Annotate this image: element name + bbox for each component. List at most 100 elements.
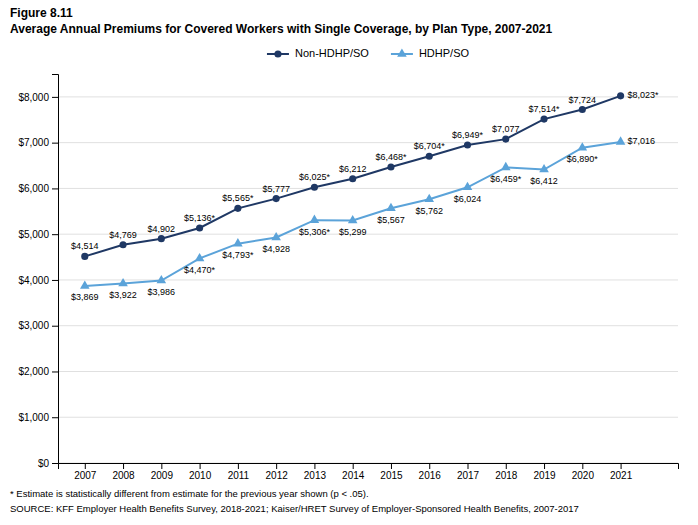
legend-marker bbox=[274, 50, 281, 57]
marker bbox=[540, 116, 547, 123]
tick-label: $0 bbox=[38, 458, 50, 469]
tick-mark bbox=[52, 97, 58, 98]
data-label: $8,023* bbox=[628, 90, 660, 100]
data-label: $4,470* bbox=[184, 265, 216, 275]
tick-mark bbox=[123, 463, 124, 469]
tick-mark bbox=[85, 463, 86, 469]
tick: 2016 bbox=[419, 463, 442, 481]
tick-label: $2,000 bbox=[18, 366, 49, 377]
tick-mark bbox=[52, 188, 58, 189]
tick-mark bbox=[353, 463, 354, 469]
grid-line bbox=[58, 325, 678, 326]
data-label: $6,890* bbox=[567, 154, 599, 164]
tick-label: $3,000 bbox=[18, 320, 49, 331]
marker bbox=[271, 232, 281, 240]
data-label: $5,567 bbox=[377, 215, 405, 225]
tick: 2015 bbox=[380, 463, 403, 481]
data-label: $6,949* bbox=[452, 130, 484, 140]
tick: $6,000 bbox=[18, 183, 58, 194]
data-label: $6,459* bbox=[490, 174, 522, 184]
tick-mark bbox=[52, 463, 58, 464]
tick: 2018 bbox=[495, 463, 518, 481]
data-label: $3,869 bbox=[71, 292, 99, 302]
tick-label: 2007 bbox=[74, 470, 97, 481]
marker bbox=[348, 215, 358, 223]
tick: 2017 bbox=[457, 463, 480, 481]
marker bbox=[196, 224, 203, 231]
marker bbox=[311, 184, 318, 191]
data-label: $6,212 bbox=[339, 164, 367, 174]
tick-label: 2012 bbox=[266, 470, 289, 481]
tick: 2007 bbox=[74, 463, 97, 481]
tick-mark bbox=[52, 280, 58, 281]
grid-line bbox=[58, 234, 678, 235]
data-label: $4,514 bbox=[71, 241, 99, 251]
legend-item: HDHP/SO bbox=[391, 47, 470, 59]
tick: $8,000 bbox=[18, 92, 58, 103]
marker bbox=[195, 253, 205, 261]
data-label: $6,468* bbox=[375, 152, 407, 162]
tick-label: 2015 bbox=[380, 470, 403, 481]
tick-label: $8,000 bbox=[18, 92, 49, 103]
data-label: $5,565* bbox=[222, 193, 254, 203]
tick-mark bbox=[429, 463, 430, 469]
marker bbox=[349, 175, 356, 182]
tick-mark bbox=[238, 463, 239, 469]
data-labels: $4,514$4,769$4,902$5,136*$5,565*$5,777$6… bbox=[71, 90, 659, 302]
marker bbox=[386, 203, 396, 211]
tick-mark bbox=[582, 463, 583, 469]
data-label: $4,902 bbox=[148, 224, 176, 234]
tick-label: 2019 bbox=[533, 470, 556, 481]
data-label: $5,136* bbox=[184, 213, 216, 223]
marker bbox=[310, 215, 320, 223]
marker bbox=[464, 141, 471, 148]
data-label: $5,777 bbox=[262, 184, 290, 194]
grid-line bbox=[58, 279, 678, 280]
tick: 2014 bbox=[342, 463, 365, 481]
grid-line bbox=[58, 371, 678, 372]
tick-label: 2010 bbox=[189, 470, 212, 481]
marker bbox=[119, 241, 126, 248]
tick-mark bbox=[621, 463, 622, 469]
tick: 2009 bbox=[151, 463, 174, 481]
marker bbox=[157, 275, 167, 283]
tick-mark bbox=[544, 463, 545, 469]
data-label: $7,016 bbox=[628, 136, 656, 146]
data-label: $7,514* bbox=[529, 104, 561, 114]
tick: $3,000 bbox=[18, 320, 58, 331]
data-label: $5,762 bbox=[415, 206, 443, 216]
tick: 2010 bbox=[189, 463, 212, 481]
line bbox=[85, 142, 621, 286]
data-label: $4,928 bbox=[262, 244, 290, 254]
marks bbox=[80, 92, 625, 288]
tick-label: $1,000 bbox=[18, 412, 49, 423]
tick-label: $7,000 bbox=[18, 137, 49, 148]
tick-label: 2021 bbox=[610, 470, 633, 481]
marker bbox=[387, 163, 394, 170]
tick-label: 2009 bbox=[151, 470, 174, 481]
tick: $1,000 bbox=[18, 412, 58, 423]
tick: 2020 bbox=[572, 463, 595, 481]
marker bbox=[233, 238, 243, 246]
tick-label: 2018 bbox=[495, 470, 518, 481]
tick: $5,000 bbox=[18, 229, 58, 240]
tick: 2008 bbox=[112, 463, 135, 481]
grid-line bbox=[58, 417, 678, 418]
line bbox=[85, 96, 621, 257]
tick-mark bbox=[52, 371, 58, 372]
tick-mark bbox=[52, 143, 58, 144]
tick: $2,000 bbox=[18, 366, 58, 377]
marker bbox=[234, 205, 241, 212]
data-label: $5,299 bbox=[339, 227, 367, 237]
tick-mark bbox=[52, 417, 58, 418]
chart-container: Figure 8.11Average Annual Premiums for C… bbox=[0, 0, 698, 525]
data-label: $6,704* bbox=[414, 141, 446, 151]
legend-label: HDHP/SO bbox=[419, 47, 470, 59]
marker bbox=[118, 278, 128, 286]
data-label: $3,922 bbox=[109, 290, 137, 300]
tick: $4,000 bbox=[18, 275, 58, 286]
data-label: $6,412 bbox=[530, 176, 558, 186]
tick-mark bbox=[314, 463, 315, 469]
plot: 2007200820092010201120122013201420152016… bbox=[18, 75, 678, 482]
tick-label: 2017 bbox=[457, 470, 480, 481]
